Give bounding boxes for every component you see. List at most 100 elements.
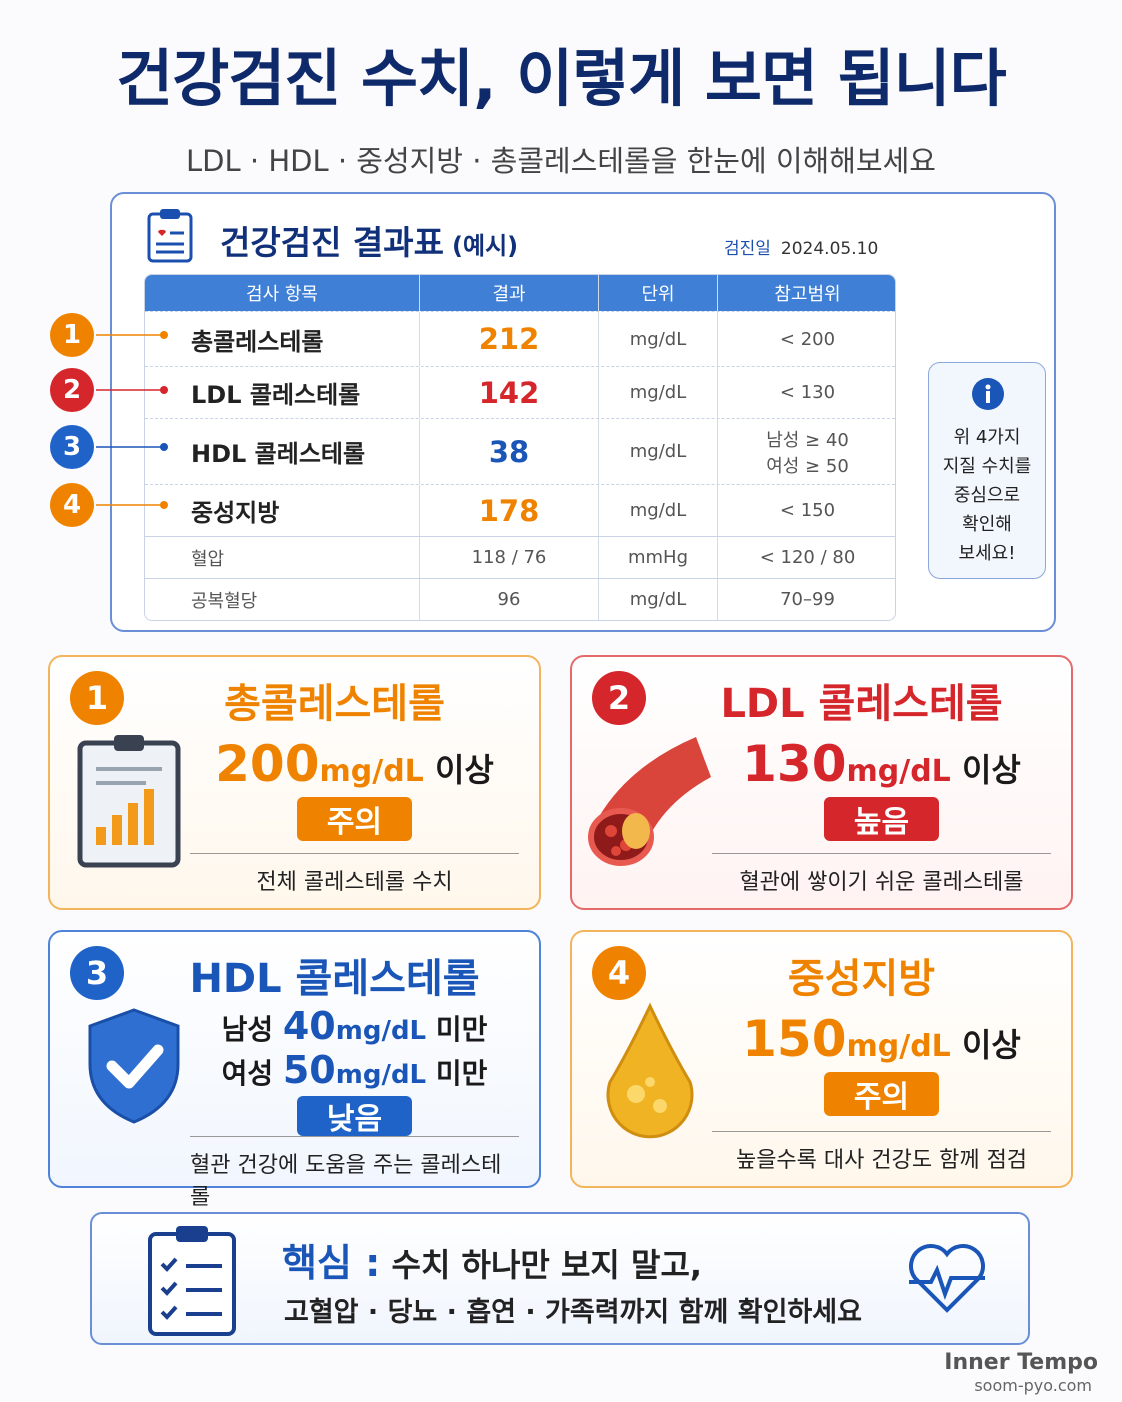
table-row: 총콜레스테롤 212 mg/dL < 200 xyxy=(145,311,895,366)
cell: < 120 / 80 xyxy=(717,537,895,578)
cell: 남성 ≥ 40 여성 ≥ 50 xyxy=(717,419,895,484)
threshold-value: 150 xyxy=(742,1010,847,1068)
note-line: 위 4가지 xyxy=(953,427,1021,448)
cell: mg/dL xyxy=(598,367,717,418)
threshold-value: 130 xyxy=(742,735,847,793)
ref-line: 여성 ≥ 50 xyxy=(766,455,849,477)
results-table: 검사 항목 결과 단위 참고범위 총콜레스테롤 212 mg/dL < 200 … xyxy=(144,274,896,621)
note-line: 지질 수치를 xyxy=(942,456,1032,477)
table-header: 검사 항목 결과 단위 참고범위 xyxy=(145,275,895,311)
report-title-text: 건강검진 결과표 xyxy=(220,223,445,262)
ref-line: 남성 ≥ 40 xyxy=(766,429,849,451)
card-badge: 주의 xyxy=(823,1072,940,1116)
divider xyxy=(712,853,1051,854)
footer-site: soom-pyo.com xyxy=(974,1376,1092,1395)
subtitle: LDL · HDL · 중성지방 · 총콜레스테롤을 한눈에 이해해보세요 xyxy=(186,144,936,178)
divider xyxy=(712,1131,1051,1132)
card: 3 HDL 콜레스테롤 남성 40mg/dL 미만 여성 50mg/dL 미만 … xyxy=(48,930,541,1210)
date-label: 검진일 xyxy=(724,239,771,259)
card-threshold: 여성 50mg/dL 미만 xyxy=(222,1048,488,1092)
card-text: 총콜레스테롤 200mg/dL 이상 주의 전체 콜레스테롤 수치 xyxy=(190,671,519,896)
cell: < 130 xyxy=(717,367,895,418)
cell: mg/dL xyxy=(598,485,717,536)
table-row: LDL 콜레스테롤 142 mg/dL < 130 xyxy=(145,366,895,418)
row-marker: 3 xyxy=(50,425,94,469)
threshold-prefix: 여성 xyxy=(221,1057,274,1090)
blood-vessel-icon xyxy=(588,737,711,866)
summary-text: 고혈압 · 당뇨 · 흡연 · 가족력까지 함께 확인하세요 xyxy=(284,1297,862,1328)
cell: 96 xyxy=(419,579,598,620)
card-threshold: 130mg/dL 이상 xyxy=(742,735,1021,793)
card-text: 중성지방 150mg/dL 이상 주의 높을수록 대사 건강도 함께 점검 xyxy=(712,946,1051,1174)
card-title: HDL 콜레스테롤 xyxy=(189,956,480,1002)
clipboard-icon xyxy=(147,209,193,263)
card-badge: 낮음 xyxy=(296,1096,413,1137)
threshold-unit: mg/dL xyxy=(319,754,424,789)
card-title: 총콜레스테롤 xyxy=(224,681,445,727)
title: 건강검진 수치, 이렇게 보면 됩니다 xyxy=(116,42,1006,115)
threshold-unit: mg/dL xyxy=(846,754,951,789)
card-description: 전체 콜레스테롤 수치 xyxy=(256,870,453,895)
report-title-note: (예시) xyxy=(452,232,519,260)
oil-drop-icon xyxy=(606,1002,694,1139)
note-box: 위 4가지 지질 수치를 중심으로 확인해 보세요! xyxy=(928,362,1046,579)
note-line: 중심으로 xyxy=(953,485,1021,506)
threshold-unit: mg/dL xyxy=(846,1029,951,1064)
threshold-value: 40 xyxy=(282,1004,336,1048)
cell: HDL 콜레스테롤 xyxy=(191,440,366,468)
clipboard-chart-icon xyxy=(77,735,181,868)
threshold-prefix: 남성 xyxy=(221,1013,274,1046)
table-row: 중성지방 178 mg/dL < 150 xyxy=(145,484,895,536)
header-cell: 참고범위 xyxy=(717,275,895,311)
header-cell: 검사 항목 xyxy=(246,284,318,305)
header-cell: 단위 xyxy=(598,275,717,311)
summary-line: 핵심 : 수치 하나만 보지 말고, xyxy=(282,1232,702,1287)
card: 2 LDL 콜레스테롤 130mg/dL 이상 높음 혈관에 쌓이기 쉬운 콜레… xyxy=(570,655,1073,910)
card-badge: 주의 xyxy=(296,797,413,841)
cell: < 200 xyxy=(717,312,895,366)
date-value: 2024.05.10 xyxy=(780,239,879,259)
checklist-icon xyxy=(148,1226,236,1336)
cell: mg/dL xyxy=(598,312,717,366)
row-marker: 1 xyxy=(50,313,94,357)
card-description: 혈관 건강에 도움을 주는 콜레스테롤 xyxy=(190,1153,502,1210)
cell: 총콜레스테롤 xyxy=(191,327,324,356)
card-text: HDL 콜레스테롤 남성 40mg/dL 미만 여성 50mg/dL 미만 낮음… xyxy=(189,946,519,1210)
cell: 38 xyxy=(419,419,598,484)
threshold-suffix: 이상 xyxy=(434,751,494,789)
summary-label: 핵심 : xyxy=(282,1241,381,1285)
cell: 118 / 76 xyxy=(419,537,598,578)
divider xyxy=(190,1136,519,1137)
cell: mmHg xyxy=(598,537,717,578)
table-row: HDL 콜레스테롤 38 mg/dL 남성 ≥ 40 여성 ≥ 50 xyxy=(145,418,895,484)
heart-icon xyxy=(909,1244,985,1313)
card-number: 2 xyxy=(592,671,646,725)
cell: 공복혈당 xyxy=(191,590,258,612)
card-description: 혈관에 쌓이기 쉬운 콜레스테롤 xyxy=(739,870,1024,895)
table-row: 혈압 118 / 76 mmHg < 120 / 80 xyxy=(145,536,895,578)
card-threshold: 남성 40mg/dL 미만 xyxy=(222,1004,488,1048)
summary-text: 수치 하나만 보지 말고, xyxy=(391,1246,703,1284)
cell: 혈압 xyxy=(191,548,225,570)
card-title: LDL 콜레스테롤 xyxy=(720,681,1003,727)
row-marker: 4 xyxy=(50,483,94,527)
header-cell: 결과 xyxy=(419,275,598,311)
cell: 178 xyxy=(419,485,598,536)
card-number: 4 xyxy=(592,946,646,1000)
row-marker: 2 xyxy=(50,368,94,412)
card-number: 3 xyxy=(70,946,124,1000)
cell: 중성지방 xyxy=(191,499,280,527)
note-line: 확인해 xyxy=(962,514,1012,535)
threshold-suffix: 미만 xyxy=(435,1057,488,1090)
threshold-unit: mg/dL xyxy=(335,1060,427,1090)
summary-panel: 핵심 : 수치 하나만 보지 말고, 고혈압 · 당뇨 · 흡연 · 가족력까지… xyxy=(90,1212,1030,1345)
note-line: 보세요! xyxy=(958,543,1016,564)
cell: 212 xyxy=(419,312,598,366)
threshold-suffix: 미만 xyxy=(435,1013,488,1046)
threshold-suffix: 이상 xyxy=(961,751,1021,789)
info-icon xyxy=(972,378,1004,410)
card: 1 총콜레스테롤 200mg/dL 이상 주의 전체 콜레스테롤 수치 xyxy=(48,655,541,910)
cell: mg/dL xyxy=(598,579,717,620)
table-row: 공복혈당 96 mg/dL 70–99 xyxy=(145,578,895,620)
